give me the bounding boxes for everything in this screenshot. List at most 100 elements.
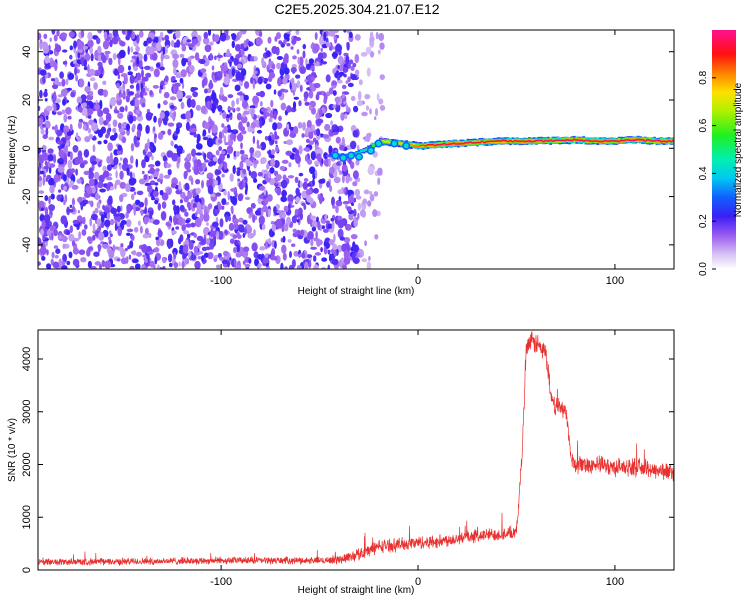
- noise-speckle: [303, 91, 309, 99]
- noise-speckle: [143, 174, 148, 181]
- noise-speckle: [186, 168, 192, 173]
- noise-speckle: [331, 52, 339, 58]
- noise-speckle: [113, 156, 119, 166]
- noise-speckle: [110, 207, 118, 215]
- noise-speckle: [61, 78, 66, 87]
- noise-speckle: [214, 55, 217, 61]
- noise-speckle: [93, 82, 98, 90]
- noise-speckle: [152, 190, 159, 197]
- noise-speckle: [342, 264, 347, 269]
- noise-speckle: [69, 54, 73, 60]
- noise-speckle: [116, 149, 122, 155]
- noise-speckle: [84, 86, 91, 93]
- noise-speckle: [166, 150, 173, 158]
- noise-speckle: [94, 207, 99, 214]
- noise-speckle: [43, 91, 48, 98]
- y-tick-label: 20: [21, 94, 33, 106]
- noise-speckle: [297, 192, 302, 197]
- trace-segment: [669, 140, 673, 143]
- noise-speckle: [163, 155, 167, 162]
- noise-speckle: [72, 247, 79, 255]
- noise-speckle: [135, 158, 139, 168]
- trace-segment: [459, 143, 463, 145]
- noise-speckle: [333, 233, 336, 243]
- trace-segment: [435, 144, 439, 146]
- noise-speckle: [48, 204, 55, 212]
- noise-speckle: [229, 112, 233, 117]
- noise-speckle: [217, 203, 222, 211]
- noise-speckle: [187, 60, 192, 66]
- noise-speckle: [93, 251, 100, 257]
- noise-speckle: [91, 160, 98, 165]
- noise-speckle: [343, 30, 347, 33]
- noise-speckle: [297, 163, 301, 168]
- noise-speckle: [136, 129, 142, 138]
- noise-speckle: [203, 212, 210, 222]
- noise-speckle: [232, 234, 238, 239]
- noise-speckle: [132, 123, 136, 131]
- noise-speckle: [225, 214, 229, 223]
- noise-speckle: [250, 108, 255, 118]
- noise-speckle: [104, 219, 111, 228]
- noise-speckle: [172, 199, 176, 206]
- noise-speckle: [48, 50, 54, 55]
- noise-speckle: [152, 85, 159, 89]
- noise-speckle: [126, 204, 131, 214]
- noise-speckle: [48, 177, 55, 186]
- y-tick-label: -20: [21, 189, 33, 205]
- noise-speckle: [58, 235, 63, 240]
- noise-speckle: [121, 259, 128, 264]
- noise-speckle: [288, 30, 292, 33]
- noise-speckle: [103, 31, 108, 40]
- noise-speckle: [178, 181, 182, 191]
- noise-speckle: [296, 219, 300, 223]
- noise-speckle: [299, 181, 303, 188]
- noise-speckle: [178, 261, 181, 267]
- noise-speckle: [66, 87, 72, 91]
- noise-speckle: [295, 154, 301, 164]
- noise-speckle: [331, 131, 339, 136]
- noise-speckle: [319, 194, 323, 205]
- noise-speckle: [347, 82, 354, 88]
- trace-blob-core: [348, 153, 354, 158]
- noise-speckle: [263, 188, 266, 196]
- noise-speckle: [60, 215, 68, 225]
- noise-speckle: [172, 83, 175, 88]
- noise-speckle: [299, 66, 307, 74]
- noise-speckle: [155, 168, 160, 172]
- noise-speckle: [69, 151, 73, 161]
- noise-speckle: [44, 120, 51, 129]
- noise-speckle: [379, 42, 385, 50]
- noise-speckle: [359, 209, 366, 218]
- trace-segment: [582, 140, 586, 142]
- noise-speckle: [283, 67, 290, 75]
- noise-speckle: [126, 228, 134, 233]
- noise-speckle: [116, 205, 121, 213]
- noise-speckle: [304, 154, 309, 162]
- noise-speckle: [188, 241, 194, 250]
- noise-speckle: [76, 96, 82, 105]
- noise-speckle: [136, 82, 140, 91]
- noise-speckle: [97, 53, 102, 62]
- noise-speckle: [277, 77, 282, 87]
- noise-speckle: [231, 40, 235, 49]
- noise-speckle: [62, 243, 66, 249]
- noise-speckle: [114, 223, 118, 232]
- noise-speckle: [49, 37, 52, 42]
- noise-speckle: [263, 110, 268, 120]
- noise-speckle: [151, 155, 154, 161]
- noise-speckle: [311, 226, 317, 232]
- noise-speckle: [144, 66, 151, 70]
- noise-speckle: [350, 140, 357, 150]
- trace-segment: [433, 144, 437, 147]
- trace-segment: [409, 143, 413, 146]
- noise-speckle: [257, 114, 260, 119]
- noise-speckle: [66, 260, 71, 266]
- noise-speckle: [253, 70, 258, 75]
- noise-speckle: [219, 111, 222, 116]
- noise-speckle: [130, 155, 134, 164]
- noise-speckle: [196, 159, 201, 166]
- noise-speckle: [290, 126, 294, 131]
- y-tick-label: 1000: [21, 505, 33, 529]
- noise-speckle: [190, 177, 194, 186]
